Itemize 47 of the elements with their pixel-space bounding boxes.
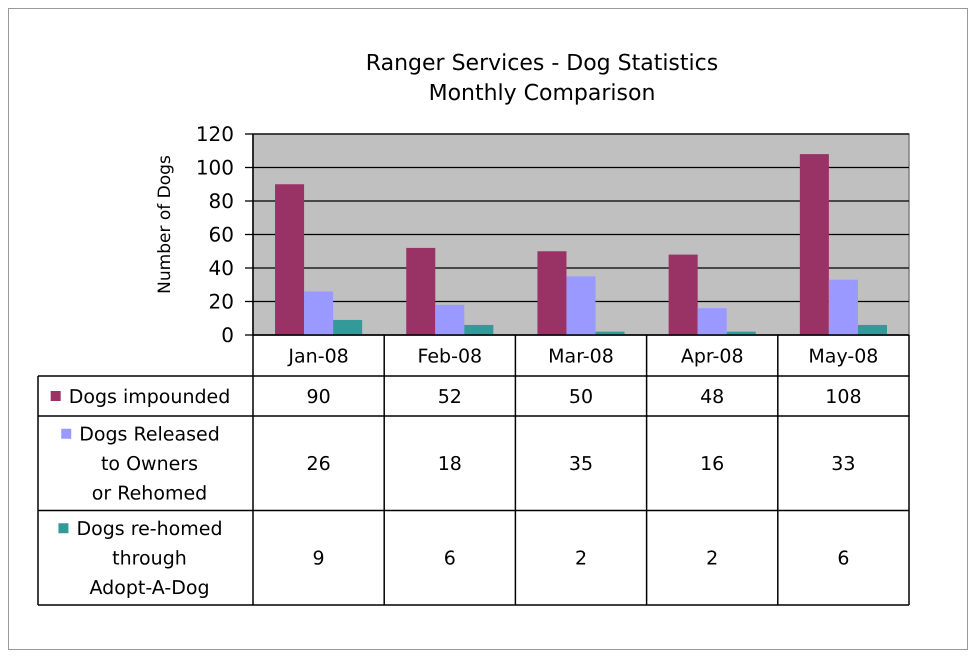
data-label: 50 (568, 386, 594, 408)
y-tick-label: 80 (208, 189, 234, 214)
data-label: 33 (831, 453, 856, 476)
bar (566, 276, 596, 335)
bar (668, 254, 698, 335)
data-label: 6 (444, 548, 456, 570)
bar (858, 324, 887, 335)
y-tick-label: 120 (196, 122, 234, 146)
legend-label: Dogs Released to Owners or Rehomed (79, 424, 220, 505)
y-tick-label: 0 (221, 323, 234, 348)
y-tick-label: 40 (208, 256, 234, 280)
y-axis-title: Number of Dogs (155, 155, 175, 294)
data-label: 18 (438, 453, 462, 476)
bar (304, 291, 334, 335)
y-tick-label: 100 (196, 156, 234, 180)
x-tick-label: Jan-08 (287, 345, 349, 368)
bar (800, 154, 829, 335)
bar (698, 308, 727, 335)
bar (726, 332, 756, 335)
chart-subtitle: Monthly Comparison (428, 81, 656, 106)
data-label: 26 (306, 453, 331, 476)
x-tick-label: May-08 (808, 345, 878, 368)
data-label: 108 (825, 386, 862, 408)
chart-title: Ranger Services - Dog Statistics (366, 51, 718, 76)
bar (828, 280, 858, 335)
legend-label: Dogs re-homed through Adopt-A-Dog (76, 518, 223, 600)
x-tick-label: Mar-08 (548, 345, 614, 368)
data-label: 16 (700, 453, 724, 476)
data-label: 48 (700, 386, 724, 408)
bar (537, 251, 566, 335)
bar (333, 320, 362, 335)
x-tick-label: Apr-08 (680, 345, 744, 368)
y-tick-label: 20 (208, 290, 234, 314)
data-label: 2 (706, 548, 718, 570)
bar (435, 304, 464, 335)
y-tick-label: 60 (208, 222, 234, 247)
data-label: 35 (568, 453, 594, 476)
x-tick-label: Feb-08 (417, 345, 482, 368)
data-label: 6 (837, 548, 850, 570)
bar (406, 248, 436, 335)
data-label: 9 (312, 548, 325, 570)
data-label: 90 (306, 386, 331, 408)
legend-label: Dogs impounded (68, 386, 230, 408)
bar (464, 324, 494, 335)
data-label: 2 (574, 548, 588, 570)
data-label: 52 (438, 386, 462, 408)
bar (275, 184, 304, 335)
